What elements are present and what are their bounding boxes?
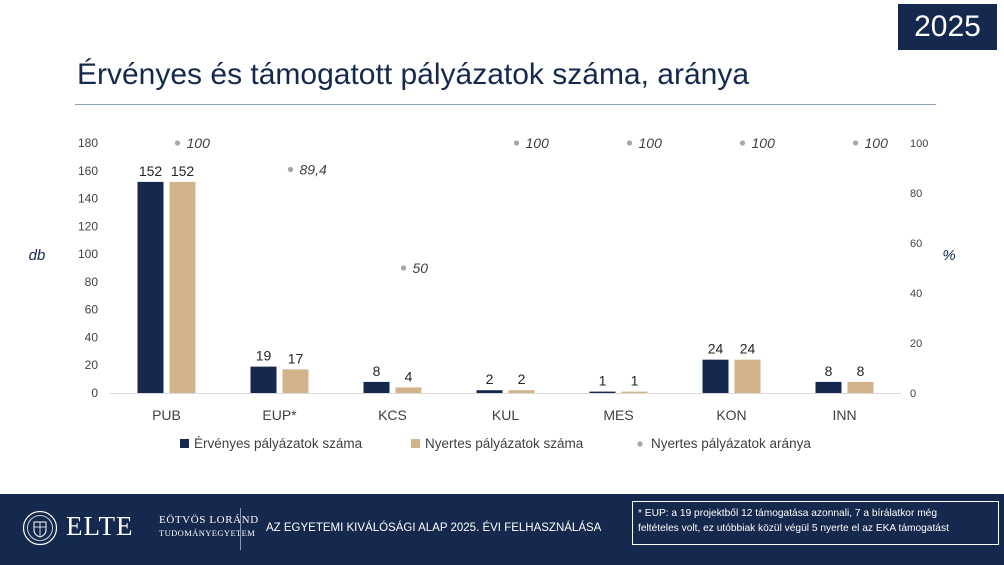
y2-tick-label: 80 bbox=[910, 188, 922, 200]
bar-winning bbox=[621, 391, 648, 393]
bar-valid bbox=[250, 366, 277, 393]
ratio-point bbox=[174, 140, 181, 146]
bar-valid-label: 8 bbox=[373, 363, 381, 379]
bar-winning-label: 24 bbox=[740, 341, 756, 357]
ratio-point bbox=[513, 140, 520, 146]
y-tick-label: 80 bbox=[85, 275, 99, 289]
legend-swatch-ratio bbox=[637, 441, 643, 447]
legend-label-valid: Érvényes pályázatok száma bbox=[194, 436, 363, 451]
legend-swatch-winning bbox=[411, 439, 420, 448]
footnote-box: * EUP: a 19 projektből 12 támogatása azo… bbox=[632, 501, 999, 545]
ratio-point-label: 100 bbox=[526, 135, 550, 151]
y-tick-label: 20 bbox=[85, 358, 99, 372]
bar-valid-label: 8 bbox=[825, 363, 833, 379]
bar-winning-label: 2 bbox=[518, 371, 526, 387]
legend-swatch-valid bbox=[180, 439, 189, 448]
bar-winning bbox=[282, 369, 309, 393]
bar-valid bbox=[476, 390, 503, 393]
x-tick-label: KUL bbox=[492, 407, 519, 423]
y-tick-label: 180 bbox=[78, 136, 98, 150]
y2-tick-label: 60 bbox=[910, 238, 922, 250]
y-tick-label: 160 bbox=[78, 164, 98, 178]
ratio-point bbox=[287, 166, 294, 173]
y-tick-label: 140 bbox=[78, 192, 98, 206]
y-tick-label: 60 bbox=[85, 303, 99, 317]
ratio-point-label: 100 bbox=[639, 135, 663, 151]
y2-tick-label: 40 bbox=[910, 288, 922, 300]
bar-valid bbox=[137, 181, 164, 393]
x-tick-label: KON bbox=[716, 407, 746, 423]
page-title: Érvényes és támogatott pályázatok száma,… bbox=[77, 58, 750, 91]
bar-winning bbox=[847, 381, 874, 393]
x-tick-label: KCS bbox=[378, 407, 407, 423]
university-seal-icon bbox=[22, 510, 58, 546]
y2-axis-title: % bbox=[942, 247, 955, 264]
bar-valid-label: 19 bbox=[256, 348, 272, 364]
logo-line-2: TUDOMÁNYEGYETEM bbox=[159, 528, 256, 538]
footer-caption: AZ EGYETEMI KIVÁLÓSÁGI ALAP 2025. ÉVI FE… bbox=[266, 522, 602, 534]
footnote-line-2: feltételes volt, ez utóbbiak közül végül… bbox=[638, 523, 949, 534]
ratio-point-label: 100 bbox=[187, 135, 211, 151]
y2-tick-label: 0 bbox=[910, 388, 916, 400]
y-axis-title: db bbox=[29, 247, 46, 264]
bar-winning-label: 17 bbox=[288, 350, 304, 366]
bar-winning bbox=[395, 387, 422, 393]
y-tick-label: 120 bbox=[78, 219, 98, 233]
year-badge: 2025 bbox=[898, 4, 997, 50]
y-tick-label: 40 bbox=[85, 330, 99, 344]
bar-valid bbox=[363, 381, 390, 393]
ratio-point bbox=[739, 140, 746, 146]
ratio-point bbox=[626, 140, 633, 146]
bar-winning-label: 4 bbox=[405, 368, 413, 384]
y2-tick-label: 100 bbox=[910, 138, 928, 150]
bar-valid-label: 152 bbox=[139, 163, 163, 179]
legend-label-winning: Nyertes pályázatok száma bbox=[425, 436, 584, 451]
bar-winning bbox=[734, 359, 761, 393]
y2-tick-label: 20 bbox=[910, 338, 922, 350]
bar-winning-label: 8 bbox=[857, 363, 865, 379]
x-tick-label: MES bbox=[603, 407, 633, 423]
bar-winning bbox=[508, 390, 535, 393]
x-tick-label: PUB bbox=[152, 407, 181, 423]
logo-wordmark: ELTE bbox=[66, 511, 134, 541]
bar-valid-label: 1 bbox=[599, 373, 607, 389]
bar-valid-label: 2 bbox=[486, 371, 494, 387]
bar-winning-label: 152 bbox=[171, 163, 195, 179]
ratio-point bbox=[852, 140, 859, 146]
ratio-point-label: 89,4 bbox=[300, 162, 327, 178]
bar-valid bbox=[815, 381, 842, 393]
bar-valid-label: 24 bbox=[708, 341, 724, 357]
ratio-point-label: 100 bbox=[865, 135, 889, 151]
legend-label-ratio: Nyertes pályázatok aránya bbox=[651, 436, 811, 451]
title-divider bbox=[75, 104, 936, 105]
y-tick-label: 100 bbox=[78, 247, 98, 261]
footnote-line-1: * EUP: a 19 projektből 12 támogatása azo… bbox=[638, 508, 938, 519]
bar-winning-label: 1 bbox=[631, 373, 639, 389]
footer-bar: ELTE EÖTVÖS LORÁND TUDOMÁNYEGYETEM AZ EG… bbox=[0, 494, 1004, 565]
logo-line-1: EÖTVÖS LORÁND bbox=[159, 514, 259, 526]
y-tick-label: 0 bbox=[91, 386, 98, 400]
ratio-point-label: 100 bbox=[752, 135, 776, 151]
bar-valid bbox=[702, 359, 729, 393]
combo-chart: 0 20 40 60 80 100 120 140 160 180 0 20 40 60 80 100 db % P… bbox=[29, 135, 956, 451]
footer-divider bbox=[240, 508, 241, 550]
bar-winning bbox=[169, 181, 196, 393]
ratio-point bbox=[400, 265, 407, 271]
x-tick-label: EUP* bbox=[262, 407, 297, 423]
bar-valid bbox=[589, 391, 616, 393]
x-tick-label: INN bbox=[832, 407, 856, 423]
ratio-point-label: 50 bbox=[413, 260, 429, 276]
